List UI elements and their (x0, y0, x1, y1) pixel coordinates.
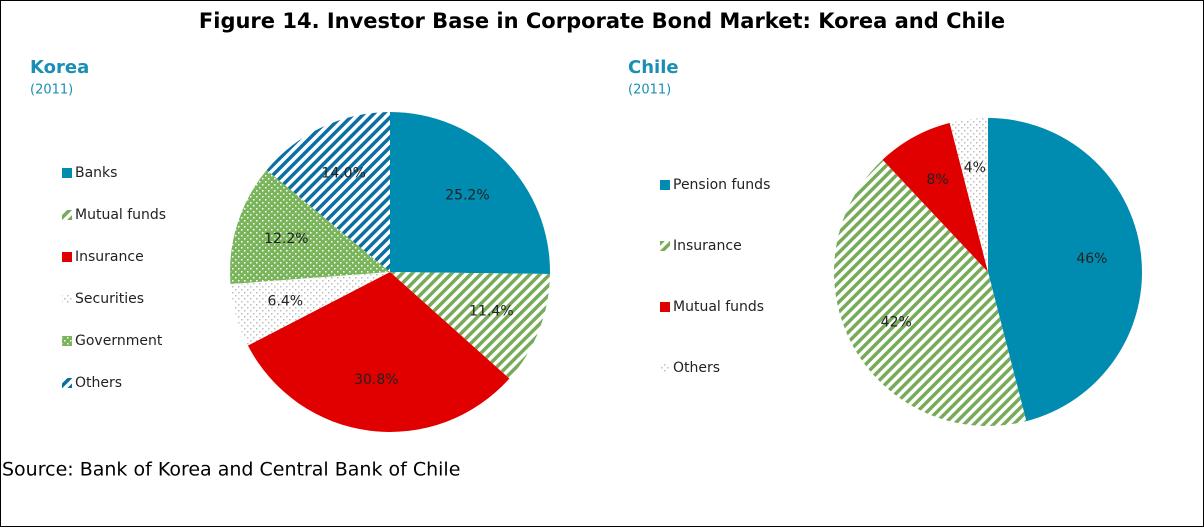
legend-label: Pension funds (673, 177, 770, 193)
chart-title: Korea (30, 57, 89, 78)
data-label: 30.8% (354, 372, 398, 388)
data-label: 12.2% (264, 231, 308, 247)
chart-title: Chile (628, 57, 679, 78)
legend-swatch (660, 302, 670, 312)
pie-slice (949, 118, 988, 272)
legend-swatch (62, 168, 72, 178)
pie-slice (390, 272, 550, 379)
legend-label: Insurance (75, 249, 144, 265)
figure-title: Figure 14. Investor Base in Corporate Bo… (199, 9, 1005, 33)
chart-subtitle: (2011) (628, 83, 671, 98)
pie-slice (834, 159, 1027, 426)
data-label: 42% (881, 314, 912, 330)
chart-subtitle: (2011) (30, 83, 73, 98)
legend-label: Others (75, 375, 122, 391)
legend-label: Banks (75, 165, 117, 181)
pie-slice (230, 272, 390, 346)
data-label: 14.0% (321, 166, 365, 182)
data-label: 4% (964, 160, 986, 176)
pie-slice (266, 112, 390, 272)
legend-swatch (660, 180, 670, 190)
pie-slice (882, 122, 988, 272)
data-label: 6.4% (268, 294, 304, 310)
legend-label: Mutual funds (673, 299, 764, 315)
legend-swatch (62, 252, 72, 262)
data-label: 8% (926, 172, 948, 188)
pie-slice (247, 272, 510, 432)
legend-swatch (62, 294, 72, 304)
legend-swatch (660, 241, 670, 251)
pie-slice (988, 118, 1142, 422)
legend-label: Government (75, 333, 163, 349)
legend-swatch (660, 363, 670, 373)
source-note: Source: Bank of Korea and Central Bank o… (2, 459, 460, 481)
legend-swatch (62, 210, 72, 220)
pie-slice (230, 170, 390, 285)
pie-slice (390, 112, 550, 275)
data-label: 46% (1076, 251, 1107, 267)
data-label: 25.2% (445, 188, 489, 204)
legend-label: Mutual funds (75, 207, 166, 223)
legend-swatch (62, 336, 72, 346)
legend-label: Others (673, 360, 720, 376)
data-label: 11.4% (469, 303, 513, 319)
legend-swatch (62, 378, 72, 388)
legend-label: Securities (75, 291, 144, 307)
legend-label: Insurance (673, 238, 742, 254)
